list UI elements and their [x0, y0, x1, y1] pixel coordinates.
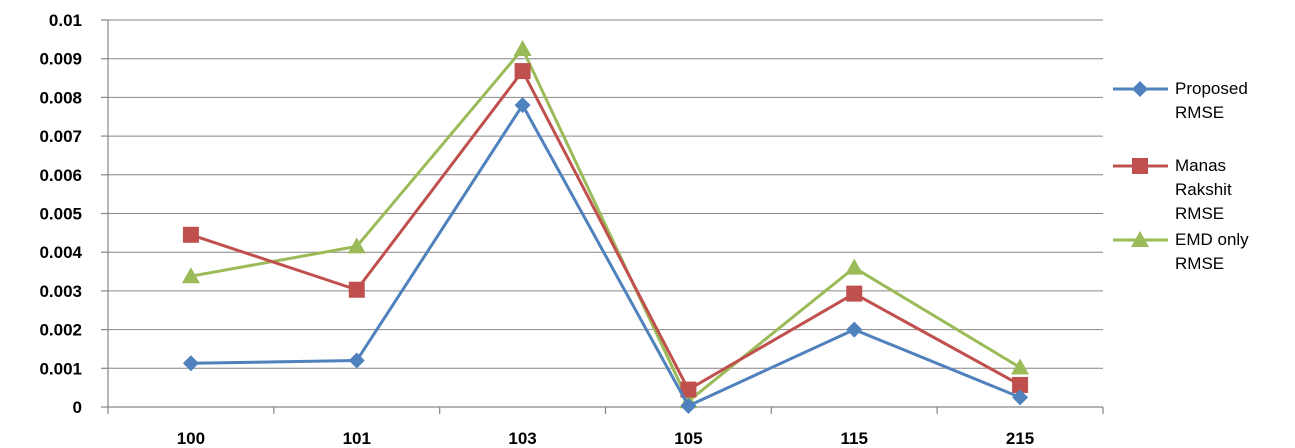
axes — [101, 19, 1104, 414]
y-tick-label: 0.002 — [39, 321, 82, 340]
x-tick-label: 101 — [343, 429, 371, 448]
y-tick-label: 0.007 — [39, 127, 82, 146]
legend-label: RMSE — [1175, 254, 1224, 273]
data-point — [1011, 358, 1030, 375]
legend-label: Proposed — [1175, 79, 1248, 98]
legend-entry-2: Manas Rakshit RMSE — [1113, 156, 1232, 223]
legend-marker — [1132, 158, 1148, 174]
data-point — [182, 226, 199, 243]
x-tick-label: 215 — [1006, 429, 1034, 448]
data-point — [1012, 376, 1029, 393]
y-tick-label: 0.008 — [39, 88, 82, 107]
data-point — [846, 321, 863, 338]
series-line — [190, 47, 1021, 403]
y-tick-label: 0.001 — [39, 359, 82, 378]
legend-label: Rakshit — [1175, 180, 1232, 199]
x-tick-label: 100 — [177, 429, 205, 448]
data-point — [513, 40, 532, 57]
y-tick-label: 0 — [73, 398, 82, 417]
data-point — [514, 97, 531, 114]
data-point — [348, 352, 365, 369]
data-point — [846, 285, 863, 302]
data-point — [181, 267, 200, 284]
y-tick-label: 0.006 — [39, 166, 82, 185]
x-tick-label: 105 — [674, 429, 702, 448]
legend-entry-1: Proposed RMSE — [1113, 79, 1248, 122]
x-axis-tick-labels: 100 101 103 105 115 215 — [177, 429, 1035, 448]
data-point — [347, 237, 366, 254]
legend-marker — [1131, 231, 1149, 247]
y-tick-label: 0.01 — [49, 11, 82, 30]
series-line — [190, 69, 1021, 392]
legend-label: RMSE — [1175, 204, 1224, 223]
legend-entry-3: EMD only RMSE — [1113, 230, 1249, 273]
y-tick-label: 0.004 — [39, 243, 82, 262]
y-tick-label: 0.009 — [39, 50, 82, 69]
data-point — [348, 281, 365, 298]
gridlines — [108, 19, 1103, 369]
data-point — [845, 258, 864, 275]
y-tick-label: 0.005 — [39, 205, 82, 224]
data-point — [514, 63, 531, 80]
data-point — [1012, 389, 1029, 406]
x-tick-label: 103 — [508, 429, 536, 448]
legend: Proposed RMSE Manas Rakshit RMSE EMD only RMSE — [1113, 79, 1249, 273]
legend-label: EMD only — [1175, 230, 1249, 249]
data-point — [680, 381, 697, 398]
series-1 — [182, 97, 1029, 414]
series-2 — [182, 63, 1029, 398]
series-3 — [181, 40, 1030, 409]
legend-marker — [1132, 81, 1148, 97]
data-point — [680, 397, 697, 414]
legend-label: Manas — [1175, 156, 1226, 175]
data-point — [182, 355, 199, 372]
series-line — [190, 103, 1021, 408]
y-axis-tick-labels: 0 0.001 0.002 0.003 0.004 0.005 0.006 0.007 0.00… — [39, 11, 82, 417]
legend-label: RMSE — [1175, 103, 1224, 122]
series-group — [181, 40, 1030, 414]
y-tick-label: 0.003 — [39, 282, 82, 301]
x-tick-label: 115 — [841, 429, 868, 448]
